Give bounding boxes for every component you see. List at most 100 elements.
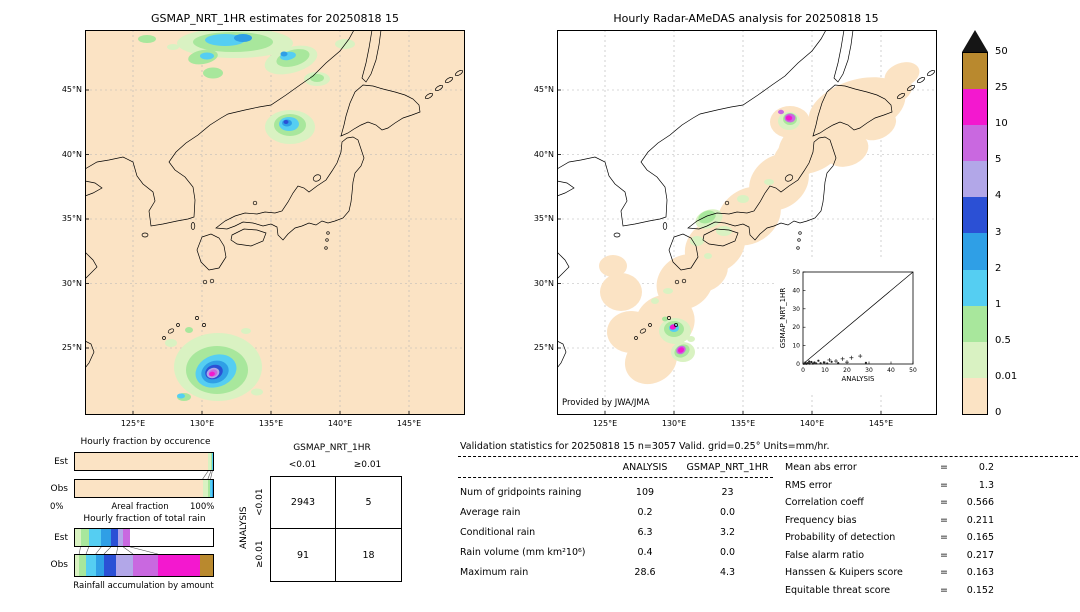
lon-tick-label: 145°E: [396, 419, 422, 428]
rain-cell: [698, 210, 716, 224]
fraction-connector: [210, 471, 213, 479]
stat-row: Probability of detection = 0.165: [785, 529, 1015, 547]
scatter-point: [837, 361, 840, 365]
contingency-col-label-1: ≥0.01: [353, 460, 382, 470]
colorbar-segment: [963, 233, 987, 270]
rain-cell: [209, 371, 215, 377]
validation-row-label: Maximum rain: [460, 566, 529, 578]
colorbar-tick-label: 0.5: [995, 334, 1011, 346]
tick-label: 20: [792, 324, 800, 331]
colorbar-segment: [963, 197, 987, 234]
rain-cell: [203, 67, 223, 79]
right-map-title: Hourly Radar-AMeDAS analysis for 2025081…: [613, 12, 879, 25]
rain-cell: [737, 195, 749, 203]
bar-segment: [95, 555, 104, 576]
colorbar-tick-label: 5: [995, 154, 1002, 166]
colorbar-segment: [963, 377, 987, 414]
colorbar-tick-label: 0.01: [995, 370, 1018, 382]
total-rain-connectors: [78, 547, 158, 554]
rain-cell: [857, 109, 897, 141]
scatter-point: [819, 362, 822, 365]
stat-equals: =: [940, 514, 948, 526]
tick-label: 0: [796, 361, 800, 368]
occurrence-est-label: Est: [54, 457, 68, 467]
stat-label: Frequency bias: [785, 514, 857, 526]
rain-cell: [200, 52, 214, 60]
bar-segment: [101, 529, 111, 546]
lon-tick-label: 130°E: [189, 419, 215, 428]
rain-cell: [283, 120, 289, 124]
occurrence-panel-title: Hourly fraction by occurence: [80, 437, 211, 447]
scatter-point: [810, 360, 813, 364]
stat-value: 0.566: [966, 497, 994, 509]
stat-value: 0.163: [966, 567, 994, 579]
fraction-connector: [130, 547, 158, 554]
bar-segment: [86, 555, 96, 576]
stat-value: 0.2: [978, 462, 994, 474]
scatter-point: [808, 360, 811, 363]
lat-tick-label: 30°N: [61, 278, 82, 288]
scatter-point: [808, 362, 811, 365]
rain-cell: [607, 311, 655, 353]
validation-row-label: Average rain: [460, 506, 521, 518]
stat-label: Mean abs error: [785, 462, 857, 474]
total-rain-est-bar: [74, 528, 214, 547]
occurrence-obs-label: Obs: [50, 484, 69, 494]
map-background: [85, 30, 465, 415]
scatter-point: [826, 362, 829, 365]
lat-tick-label: 30°N: [533, 278, 554, 288]
validation-value-gsmap: 0.0: [719, 506, 736, 518]
validation-value-analysis: 0.2: [637, 506, 653, 518]
contingency-row-label-1: ≥0.01: [255, 540, 265, 568]
total-rain-caption: Rainfall accumulation by amount: [73, 581, 214, 591]
fraction-connector: [103, 547, 112, 554]
fraction-connector: [95, 547, 102, 554]
scatter-point: [811, 362, 814, 365]
contingency-cell-00: 2943: [271, 477, 336, 529]
tick-label: 40: [792, 287, 800, 294]
rain-cell: [177, 393, 185, 399]
stat-label: RMS error: [785, 479, 832, 491]
validation-header: ANALYSIS GSMAP_NRT_1HR: [460, 462, 775, 473]
colorbar-segment: [963, 161, 987, 198]
validation-value-gsmap: 23: [721, 486, 734, 498]
tick-label: 10: [792, 343, 800, 350]
areal-fraction-0: 0%: [50, 502, 64, 512]
map-frame: [557, 30, 937, 415]
fraction-connector: [202, 471, 209, 479]
divider: [458, 456, 1078, 457]
bar-segment: [79, 555, 87, 576]
stat-row: Correlation coeff = 0.566: [785, 494, 1015, 512]
stat-equals: =: [940, 532, 948, 544]
bar-segment: [157, 555, 201, 576]
stat-value: 0.217: [966, 549, 994, 561]
rain-cell: [764, 179, 774, 185]
rain-field: [138, 30, 355, 401]
validation-header-spacer: [460, 462, 610, 473]
divider: [458, 477, 773, 478]
scatter-point: [804, 361, 807, 364]
lon-tick-label: 125°E: [592, 419, 618, 428]
stat-equals: =: [940, 549, 948, 561]
rain-cell: [251, 388, 263, 396]
left-map: 45°N 40°N 35°N 30°N 25°N 125°E 130°E 135°E 140°E…: [30, 30, 475, 435]
left-map-title: GSMAP_NRT_1HR estimates for 20250818 15: [150, 12, 400, 25]
total-rain-panel-title: Hourly fraction of total rain: [83, 514, 206, 524]
tick-label: 50: [792, 269, 800, 276]
lat-tick-label: 35°N: [61, 214, 82, 223]
colorbar-segment: [963, 341, 987, 378]
validation-row-label: Num of gridpoints raining: [460, 486, 582, 498]
stat-label: False alarm ratio: [785, 549, 865, 561]
bar-segment: [130, 529, 213, 546]
contingency-col-labels: <0.01 ≥0.01: [270, 460, 400, 470]
stat-value: 0.152: [966, 584, 994, 596]
tick-label: 10: [821, 367, 829, 374]
bar-segment: [210, 480, 212, 497]
occurrence-obs-bar: [74, 479, 214, 498]
left-map-plot: [85, 30, 465, 415]
scatter-point: [813, 361, 816, 364]
bar-segment: [123, 529, 131, 546]
validation-row: Average rain 0.2 0.0: [460, 502, 775, 522]
rain-cell: [704, 253, 712, 259]
lat-tick-label: 45°N: [533, 85, 554, 94]
